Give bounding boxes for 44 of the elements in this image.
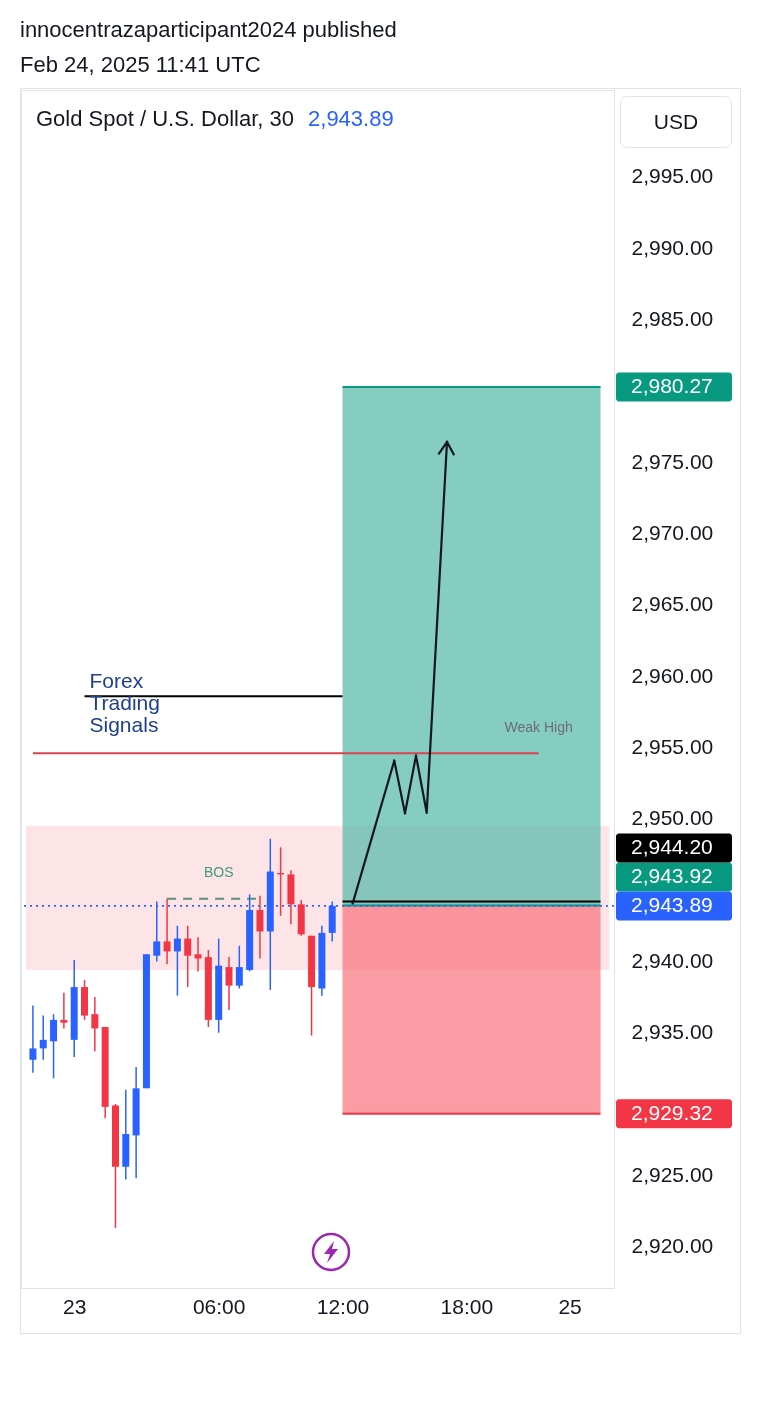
- candlestick: [225, 956, 233, 1011]
- annotation: Forex Trading Signals: [89, 669, 160, 737]
- x-tick-label: 12:00: [316, 1294, 370, 1318]
- candlestick: [39, 1014, 47, 1061]
- y-tick-label: 2,985.00: [631, 307, 714, 331]
- annotation: Weak High: [504, 719, 573, 736]
- y-tick-label: 2,975.00: [631, 449, 714, 473]
- candlestick: [194, 936, 202, 973]
- ref-line-label: 2,943.89: [631, 892, 713, 916]
- data-label: 2,944.20: [631, 834, 713, 858]
- x-tick-label: 06:00: [192, 1294, 246, 1318]
- y-tick-label: 2,955.00: [631, 734, 714, 758]
- y-tick-label: 2,965.00: [631, 592, 714, 616]
- data-label: 2,943.92: [631, 863, 713, 887]
- candlestick: [235, 944, 243, 990]
- candlestick: [29, 1004, 37, 1074]
- candlestick: [153, 900, 161, 963]
- y-tick-label: 2,920.00: [631, 1234, 714, 1258]
- annotation: BOS: [203, 863, 234, 880]
- text: innocentrazaparticipant2024 published: [20, 17, 397, 43]
- y-tick-label: 2,970.00: [631, 521, 714, 545]
- y-tick-label: 2,925.00: [631, 1162, 714, 1186]
- candlestick: [60, 992, 68, 1030]
- y-tick-label: 2,995.00: [631, 164, 714, 188]
- candlestick: [184, 925, 192, 988]
- text: Feb 24, 2025 11:41 UTC: [20, 52, 261, 78]
- y-tick-label: 2,940.00: [631, 948, 714, 972]
- y-tick-label: 2,950.00: [631, 806, 714, 830]
- data-label: 2,980.27: [631, 374, 713, 398]
- y-tick-label: 2,990.00: [631, 235, 714, 259]
- x-tick-label: 25: [558, 1294, 582, 1318]
- candlestick: [50, 1013, 58, 1080]
- y-tick-label: 2,960.00: [631, 663, 714, 687]
- text: 2,943.89: [308, 106, 394, 131]
- x-tick-label: 23: [63, 1294, 87, 1318]
- y-tick-label: 2,935.00: [631, 1020, 714, 1044]
- candlestick: [256, 895, 264, 960]
- data-label: 2,929.32: [631, 1100, 713, 1124]
- currency-button: USD: [620, 96, 732, 148]
- candlestick: [173, 925, 181, 997]
- text: Gold Spot / U.S. Dollar, 30: [36, 106, 295, 131]
- candlestick: [91, 996, 99, 1052]
- x-tick-label: 18:00: [440, 1294, 494, 1318]
- candlestick: [163, 897, 171, 965]
